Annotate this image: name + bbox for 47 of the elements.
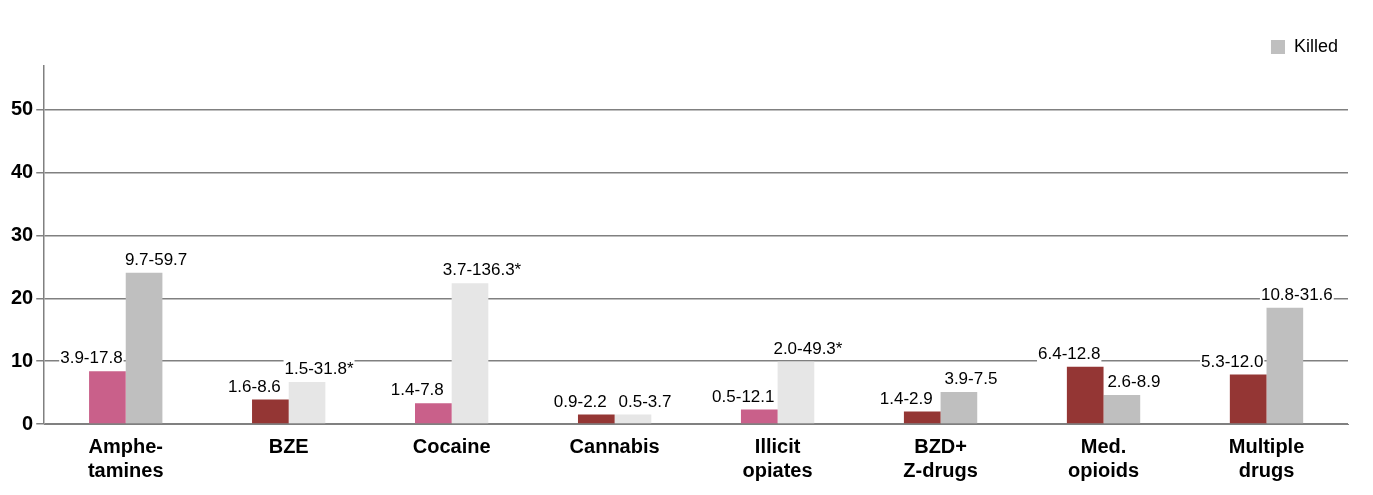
y-tick-label: 40 bbox=[11, 160, 34, 183]
x-tick-label: Med. opioids bbox=[1067, 434, 1140, 481]
bar bbox=[903, 411, 941, 424]
bar bbox=[940, 391, 978, 424]
data-label: 1.4-2.9 bbox=[879, 388, 933, 408]
bar bbox=[89, 371, 126, 424]
bar bbox=[740, 409, 778, 424]
bar bbox=[288, 381, 326, 424]
y-tick-label: 30 bbox=[11, 223, 34, 246]
y-tick-label: 20 bbox=[11, 285, 34, 308]
y-tick-label: 10 bbox=[11, 348, 34, 371]
data-label: 10.8-31.6 bbox=[1260, 284, 1333, 304]
bar bbox=[415, 403, 452, 424]
data-label: 0.5-3.7 bbox=[618, 391, 672, 411]
bar bbox=[125, 272, 163, 424]
x-tick-label: Cocaine bbox=[412, 434, 491, 457]
x-tick-label: Multiple drugs bbox=[1228, 434, 1305, 481]
data-label: 1.4-7.8 bbox=[390, 380, 444, 400]
x-tick-label: BZD+ Z-drugs bbox=[903, 434, 978, 481]
data-label: 2.0-49.3* bbox=[773, 339, 843, 359]
data-label: 1.6-8.6 bbox=[227, 376, 281, 396]
bar bbox=[252, 399, 289, 424]
bar bbox=[577, 414, 615, 424]
y-tick-label: 0 bbox=[22, 411, 34, 434]
bar bbox=[777, 361, 815, 424]
x-tick-label: BZE bbox=[268, 434, 309, 457]
data-label: 3.7-136.3* bbox=[442, 260, 522, 280]
bar bbox=[1229, 374, 1267, 424]
data-label: 1.5-31.8* bbox=[284, 359, 354, 379]
data-label: 9.7-59.7 bbox=[124, 249, 188, 269]
bar bbox=[1103, 395, 1141, 424]
bar bbox=[614, 414, 652, 424]
x-tick-label: Amphe- tamines bbox=[87, 434, 164, 481]
y-tick-label: 50 bbox=[11, 97, 34, 120]
legend-label: Killed bbox=[1293, 35, 1339, 56]
data-label: 5.3-12.0 bbox=[1200, 351, 1264, 371]
data-label: 0.5-12.1 bbox=[712, 386, 775, 406]
data-label: 0.9-2.2 bbox=[553, 391, 607, 411]
data-label: 2.6-8.9 bbox=[1107, 372, 1161, 392]
bar bbox=[451, 283, 489, 424]
x-tick-label: Illicit opiates bbox=[742, 434, 813, 481]
bar bbox=[1266, 307, 1304, 424]
data-label: 6.4-12.8 bbox=[1038, 344, 1101, 364]
data-label: 3.9-7.5 bbox=[944, 369, 998, 389]
x-tick-label: Cannabis bbox=[569, 434, 660, 457]
data-label: 3.9-17.8 bbox=[60, 348, 123, 368]
bar bbox=[1066, 366, 1104, 424]
